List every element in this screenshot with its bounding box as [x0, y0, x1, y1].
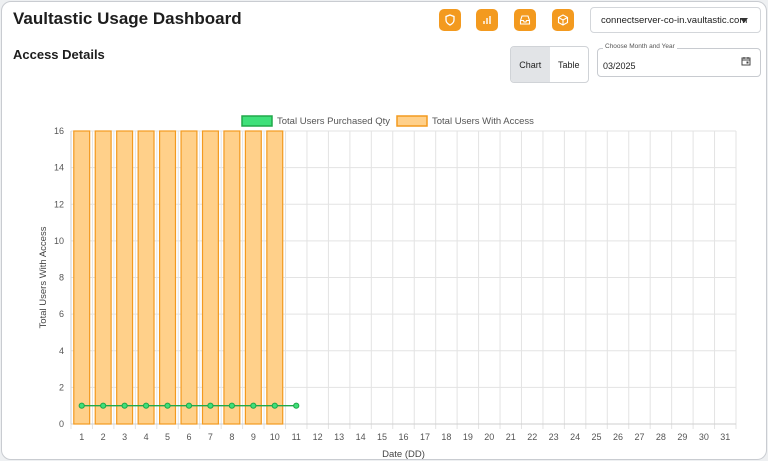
x-tick-label: 6 [186, 432, 191, 442]
legend-swatch [396, 115, 428, 127]
view-toggle: Chart Table [510, 46, 589, 83]
inbox-icon[interactable] [514, 9, 536, 31]
bar [137, 130, 155, 425]
x-tick-label: 24 [570, 432, 580, 442]
x-tick-label: 21 [506, 432, 516, 442]
section-title: Access Details [13, 47, 105, 62]
x-tick-label: 26 [613, 432, 623, 442]
x-tick-label: 5 [165, 432, 170, 442]
x-tick-label: 2 [101, 432, 106, 442]
x-tick-label: 1 [79, 432, 84, 442]
bar [158, 130, 177, 425]
bar [223, 130, 241, 425]
legend-label: Total Users Purchased Qty [277, 116, 390, 127]
x-tick-label: 18 [441, 432, 451, 442]
chart-view-button[interactable]: Chart [511, 47, 550, 82]
x-tick-label: 30 [699, 432, 709, 442]
y-tick-label: 10 [54, 236, 64, 246]
x-tick-label: 8 [229, 432, 234, 442]
x-tick-label: 19 [463, 432, 473, 442]
y-tick-label: 12 [54, 199, 64, 209]
line-point [100, 402, 107, 409]
app-title: Vaultastic Usage Dashboard [13, 9, 242, 28]
y-tick-label: 0 [59, 419, 64, 429]
x-tick-label: 28 [656, 432, 666, 442]
x-tick-label: 3 [122, 432, 127, 442]
y-axis-title: Total Users With Access [38, 226, 49, 328]
bar [94, 130, 112, 425]
line-point [207, 402, 214, 409]
bar [201, 130, 219, 425]
server-select[interactable]: connectserver-co-in.vaultastic.com [590, 7, 761, 33]
bar [116, 130, 134, 425]
x-tick-label: 10 [270, 432, 280, 442]
x-tick-label: 7 [208, 432, 213, 442]
x-tick-label: 17 [420, 432, 430, 442]
table-view-button[interactable]: Table [557, 59, 580, 70]
x-tick-label: 14 [356, 432, 366, 442]
line-point [293, 402, 300, 409]
y-tick-label: 2 [59, 382, 64, 392]
x-tick-label: 23 [549, 432, 559, 442]
line-point [78, 402, 85, 409]
line-point [142, 402, 150, 409]
line-point [185, 402, 193, 409]
chevron-down-icon [740, 18, 748, 23]
bar [244, 130, 262, 425]
y-tick-label: 14 [54, 163, 64, 173]
bar [180, 130, 198, 425]
line-point [228, 402, 235, 409]
y-tick-label: 4 [59, 346, 64, 356]
x-tick-label: 9 [251, 432, 256, 442]
line-point [271, 402, 278, 409]
y-tick-label: 6 [59, 309, 64, 319]
x-tick-label: 4 [144, 432, 149, 442]
x-tick-label: 22 [527, 432, 537, 442]
x-tick-label: 25 [592, 432, 602, 442]
x-tick-label: 31 [720, 432, 730, 442]
legend-swatch [241, 115, 273, 127]
x-tick-label: 16 [398, 432, 408, 442]
bar-chart-icon[interactable] [476, 9, 498, 31]
x-tick-label: 11 [292, 432, 301, 442]
box-icon[interactable] [552, 9, 574, 31]
x-axis-title: Date (DD) [382, 449, 425, 460]
bar [73, 130, 91, 425]
y-tick-label: 16 [54, 126, 64, 136]
month-year-picker[interactable]: Choose Month and Year 03/2025 [597, 43, 761, 77]
month-year-value: 03/2025 [603, 61, 636, 71]
x-tick-label: 27 [634, 432, 644, 442]
x-tick-label: 20 [484, 432, 494, 442]
x-tick-label: 29 [677, 432, 687, 442]
legend-label: Total Users With Access [432, 116, 534, 127]
x-tick-label: 13 [334, 432, 344, 442]
shield-icon[interactable] [439, 9, 461, 31]
x-tick-label: 15 [377, 432, 387, 442]
y-tick-label: 8 [59, 273, 64, 283]
line-point [164, 402, 171, 409]
line-point [250, 402, 257, 409]
line-point [121, 402, 128, 409]
server-select-value: connectserver-co-in.vaultastic.com [601, 14, 748, 26]
x-tick-label: 12 [313, 432, 323, 442]
bar [266, 130, 284, 425]
calendar-icon[interactable] [741, 56, 751, 66]
month-year-label: Choose Month and Year [603, 43, 677, 50]
